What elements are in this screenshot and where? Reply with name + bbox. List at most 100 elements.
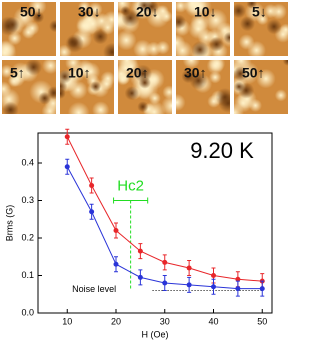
point [186,282,192,288]
vortex [81,62,101,82]
vortex [270,3,287,20]
vortex [67,101,90,114]
tile-image [60,2,114,56]
point [162,259,168,265]
point [137,248,143,254]
point [235,276,241,282]
shade [60,69,72,84]
tile-label: 50↑ [242,65,265,81]
y-tick-label: 0.2 [21,232,34,242]
vortex [155,40,170,55]
shade [234,81,245,92]
y-tick-label: 0.0 [21,307,34,317]
point [113,228,119,233]
x-tick-label: 10 [62,316,72,326]
shade [2,101,19,114]
vortex [234,103,244,114]
point [235,286,241,292]
shade [234,3,247,19]
shade [176,14,187,30]
tile-image [60,60,114,114]
y-tick-label: 0.4 [21,157,34,167]
tile-image [234,60,288,114]
shade [65,34,84,53]
shade [60,87,66,99]
y-tick-label: 0.1 [21,270,34,280]
tile: 5↑ [2,60,56,114]
tile-image [234,2,288,56]
plot-frame [37,132,273,314]
vortex [274,89,287,102]
vortex [187,2,212,18]
point [113,261,119,267]
tile: 50↓ [2,2,56,56]
vortex [28,2,47,16]
tile: 10↓ [176,2,230,56]
vortex [176,40,193,56]
chart: 0.0 0.1 0.2 0.3 0.4 10 20 30 40 50 H (Oe) Brms (G) N… [4,128,273,339]
vortex [156,4,170,18]
image-tiles: 50↓ 30↓ 20↓ 10↓ 5↓ 5↑ 10↑ 20↑ 30↑ 50↑ [2,2,288,114]
shade [47,86,56,100]
y-axis-label: Brms (G) [4,205,14,242]
x-tick-label: 30 [160,316,170,326]
vortex [162,85,172,100]
shade [282,60,288,66]
shade [209,36,225,52]
point [211,273,216,278]
tile-label: 20↑ [126,65,149,81]
tile: 10↑ [60,60,114,114]
shade [92,28,109,45]
vortex [118,71,131,85]
shade [215,87,230,107]
noise-label: Noise level [72,284,116,294]
shade [137,101,149,113]
tile: 50↑ [234,60,288,114]
vortex [92,101,110,114]
shade [4,16,20,33]
point [64,134,70,140]
tile: 5↓ [234,2,288,56]
point [89,209,95,215]
vortex [256,68,276,89]
point [186,265,192,271]
tile-label: 5↓ [252,4,267,20]
tile-image [2,2,56,56]
tile-label: 5↑ [10,65,25,81]
tile-image [176,60,230,114]
vortex [8,71,25,87]
shade [266,18,282,35]
vortex [118,29,137,51]
shade [144,2,159,14]
figure: 50↓ 30↓ 20↓ 10↓ 5↓5↑ 10↑ 20↑ 30↑ 50↑ 0.00.10.20.… [2,2,288,339]
tile-image [176,2,230,56]
vortex [87,2,103,17]
tile: 30↓ [60,2,114,56]
tile-label: 30↓ [78,4,101,20]
vortex [248,98,262,112]
point [89,183,95,188]
x-tick-label: 20 [111,316,121,326]
tile-image [2,60,56,114]
vortex [2,81,12,97]
vortex [100,71,114,87]
point [64,164,70,170]
vortex [161,95,172,114]
shade [246,2,258,9]
vortex [42,60,56,75]
temperature: 9.20 K [190,138,254,163]
tile: 20↑ [118,60,172,114]
shade [32,11,45,24]
tile-image [118,2,172,56]
point [259,286,265,292]
vortex [78,2,91,14]
shade [239,16,256,32]
tile-label: 30↑ [184,65,207,81]
shade [189,71,208,90]
vortex [176,93,186,112]
x-tick-label: 40 [208,316,218,326]
y-tick-label: 0.3 [21,195,34,205]
shade [120,5,131,16]
x-axis-label: H (Oe) [142,329,169,339]
shade [49,19,56,33]
